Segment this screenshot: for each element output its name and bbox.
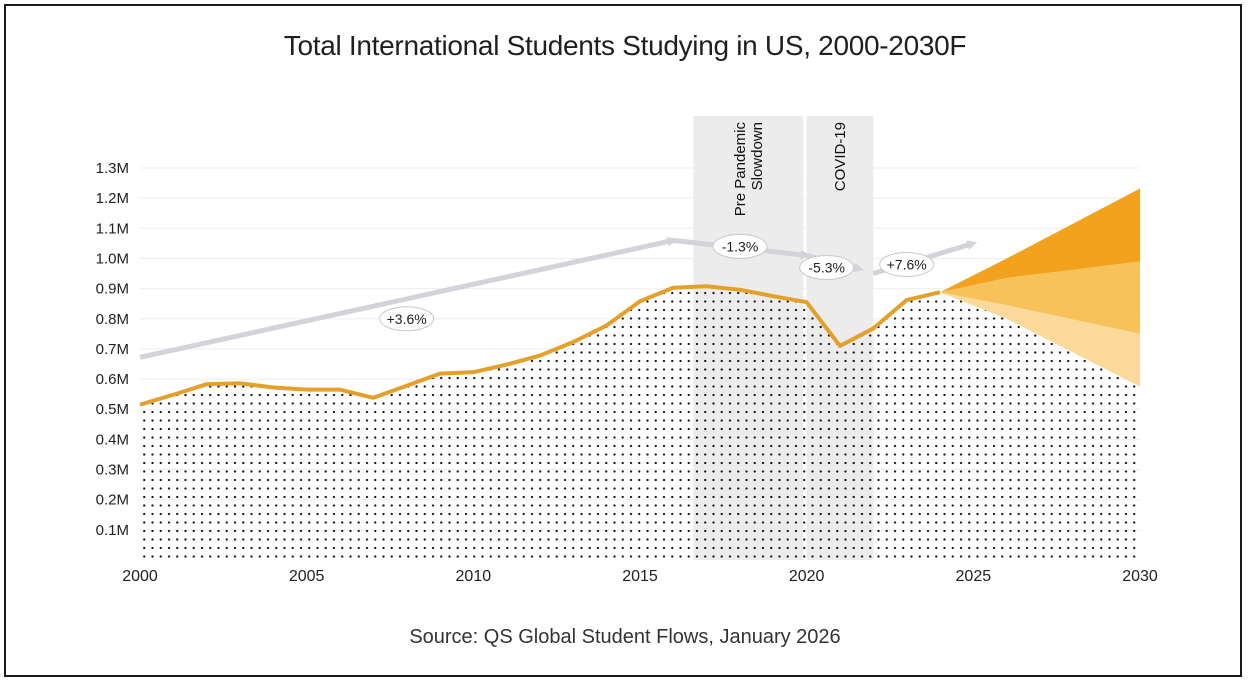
chart-title: Total International Students Studying in… — [283, 30, 967, 61]
y-tick-label: 0.8M — [96, 311, 129, 328]
trend-label-pill — [379, 306, 435, 332]
y-tick-label: 0.5M — [96, 401, 129, 418]
y-tick-label: 1.1M — [96, 220, 129, 237]
y-tick-label: 0.4M — [96, 431, 129, 448]
chart-source: Source: QS Global Student Flows, January… — [409, 626, 841, 648]
y-tick-label: 0.6M — [96, 371, 129, 388]
x-tick-label: 2010 — [456, 568, 492, 585]
y-tick-label: 1.3M — [96, 160, 129, 177]
x-tick-label: 2030 — [1122, 568, 1158, 585]
x-tick-label: 2000 — [122, 568, 158, 585]
forecast-band-low — [940, 292, 1140, 387]
forecast-band-high — [940, 188, 1140, 293]
y-tick-label: 1.2M — [96, 190, 129, 207]
trend-label: -1.3% — [722, 238, 759, 254]
y-tick-label: 0.9M — [96, 281, 129, 298]
y-tick-label: 0.2M — [96, 492, 129, 509]
x-tick-label: 2005 — [289, 568, 325, 585]
annotation-band-label: Pre Pandemic — [732, 122, 749, 217]
trend-label-pill — [712, 233, 768, 259]
x-tick-label: 2025 — [956, 568, 992, 585]
trend-label: -5.3% — [808, 260, 845, 276]
trend-arrow — [139, 236, 678, 360]
x-tick-label: 2015 — [622, 568, 658, 585]
y-tick-label: 0.7M — [96, 341, 129, 358]
forecast-band-mid — [940, 261, 1140, 334]
dotted-area — [140, 286, 1140, 560]
trend-label-pill — [879, 251, 935, 277]
y-tick-label: 0.3M — [96, 462, 129, 479]
y-tick-label: 0.1M — [96, 522, 129, 539]
trend-label: +3.6% — [387, 311, 427, 327]
x-tick-label: 2020 — [789, 568, 825, 585]
trend-label-pill — [799, 255, 855, 281]
trend-label: +7.6% — [887, 256, 927, 272]
y-tick-label: 1.0M — [96, 250, 129, 267]
annotation-band-label: Slowdown — [749, 122, 766, 190]
annotation-band-label: COVID-19 — [832, 122, 849, 191]
series-line-actual — [139, 284, 941, 407]
